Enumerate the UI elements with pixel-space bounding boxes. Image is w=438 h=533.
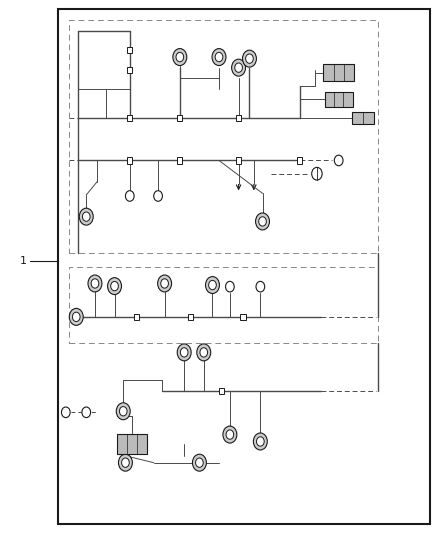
Bar bbox=[188, 314, 193, 320]
Circle shape bbox=[253, 433, 267, 450]
Circle shape bbox=[243, 50, 256, 67]
Bar bbox=[177, 157, 183, 164]
Circle shape bbox=[158, 275, 172, 292]
Circle shape bbox=[88, 275, 102, 292]
Circle shape bbox=[334, 155, 343, 166]
Bar bbox=[219, 388, 224, 394]
Circle shape bbox=[259, 217, 266, 226]
Bar bbox=[127, 47, 132, 53]
Circle shape bbox=[118, 454, 132, 471]
Circle shape bbox=[108, 278, 121, 295]
Circle shape bbox=[246, 54, 253, 63]
Bar bbox=[69, 266, 378, 343]
Circle shape bbox=[257, 437, 264, 446]
Circle shape bbox=[125, 191, 134, 201]
Bar bbox=[240, 314, 246, 320]
Circle shape bbox=[226, 281, 234, 292]
Bar bbox=[177, 115, 183, 121]
Circle shape bbox=[208, 280, 216, 290]
Circle shape bbox=[120, 407, 127, 416]
Circle shape bbox=[154, 191, 162, 201]
Circle shape bbox=[82, 407, 91, 418]
Circle shape bbox=[223, 426, 237, 443]
Circle shape bbox=[212, 49, 226, 66]
Bar bbox=[58, 10, 430, 523]
Circle shape bbox=[235, 63, 242, 72]
Circle shape bbox=[116, 403, 130, 419]
Bar bbox=[117, 434, 147, 454]
Circle shape bbox=[205, 277, 219, 294]
Text: 1: 1 bbox=[20, 256, 27, 266]
Circle shape bbox=[72, 312, 80, 321]
Circle shape bbox=[200, 348, 208, 357]
Bar bbox=[127, 67, 132, 74]
Bar bbox=[236, 115, 241, 121]
Bar bbox=[297, 157, 302, 164]
Circle shape bbox=[232, 59, 246, 76]
Circle shape bbox=[161, 279, 169, 288]
Circle shape bbox=[255, 213, 269, 230]
Circle shape bbox=[226, 430, 234, 439]
Bar bbox=[127, 115, 132, 121]
Circle shape bbox=[79, 208, 93, 225]
Circle shape bbox=[180, 348, 188, 357]
Circle shape bbox=[215, 52, 223, 62]
Circle shape bbox=[111, 281, 118, 291]
Circle shape bbox=[192, 454, 206, 471]
Bar bbox=[323, 64, 354, 82]
Circle shape bbox=[196, 458, 203, 467]
Bar bbox=[352, 112, 374, 124]
Circle shape bbox=[122, 458, 129, 467]
Circle shape bbox=[176, 52, 184, 62]
Circle shape bbox=[69, 309, 83, 325]
Circle shape bbox=[173, 49, 187, 66]
Circle shape bbox=[256, 281, 265, 292]
Bar bbox=[69, 20, 378, 253]
Circle shape bbox=[61, 407, 70, 418]
Circle shape bbox=[82, 212, 90, 221]
Bar bbox=[127, 157, 132, 164]
Circle shape bbox=[177, 344, 191, 361]
Circle shape bbox=[197, 344, 211, 361]
Bar bbox=[134, 314, 139, 320]
Bar bbox=[325, 92, 353, 107]
Bar bbox=[236, 157, 241, 164]
Circle shape bbox=[91, 279, 99, 288]
